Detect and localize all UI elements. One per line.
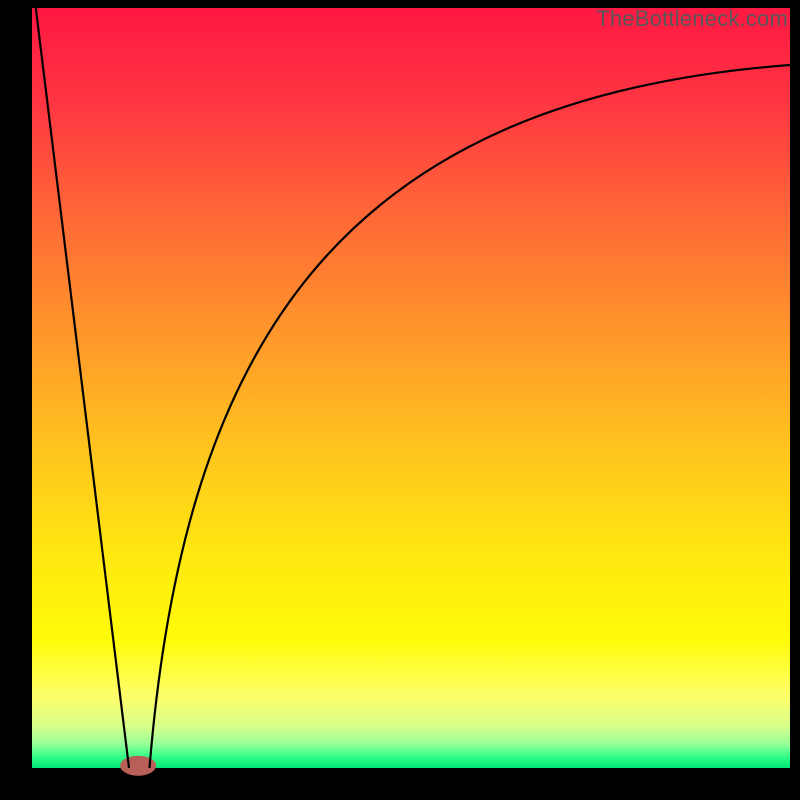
- bottleneck-chart: [0, 0, 800, 800]
- plot-background: [32, 8, 790, 768]
- watermark-text: TheBottleneck.com: [596, 6, 788, 32]
- chart-frame: TheBottleneck.com: [0, 0, 800, 800]
